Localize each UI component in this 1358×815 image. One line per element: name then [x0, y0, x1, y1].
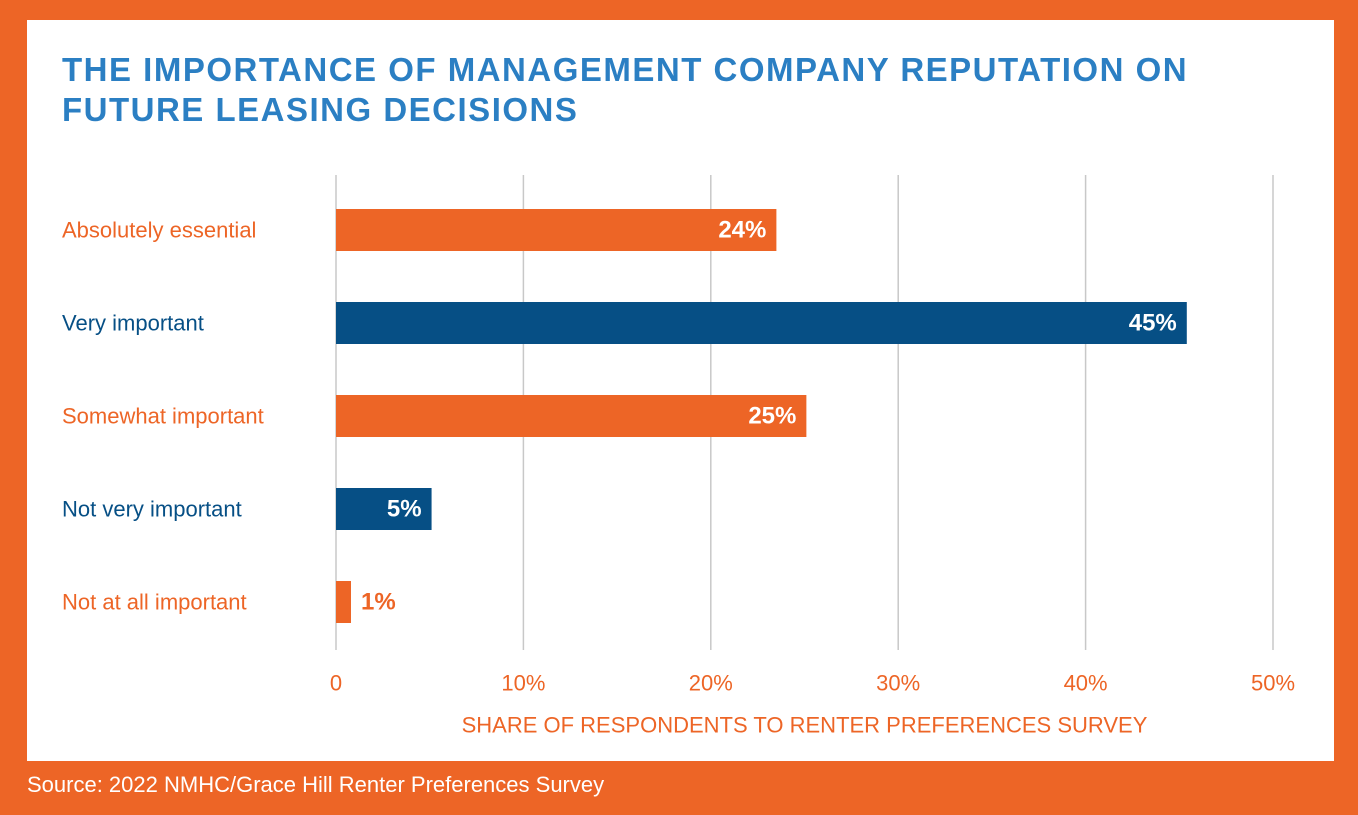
value-label: 45%: [1129, 310, 1177, 337]
x-axis-title: SHARE OF RESPONDENTS TO RENTER PREFERENC…: [462, 713, 1148, 738]
x-tick-label: 0: [330, 671, 342, 696]
x-tick-label: 40%: [1064, 671, 1108, 696]
bar-chart: Absolutely essential 24% Very important 45%…: [62, 175, 1295, 738]
category-label: Somewhat important: [62, 404, 264, 429]
category-label: Not very important: [62, 497, 242, 522]
bar: [336, 209, 777, 251]
bar: [336, 488, 432, 530]
value-label: 24%: [718, 217, 766, 244]
bar: [336, 395, 807, 437]
category-label: Absolutely essential: [62, 218, 256, 243]
bar: [336, 581, 351, 623]
x-tick-label: 50%: [1251, 671, 1295, 696]
chart-title: THE IMPORTANCE OF MANAGEMENT COMPANY REP…: [62, 51, 1189, 128]
x-tick-label: 30%: [876, 671, 920, 696]
value-label: 5%: [387, 496, 422, 523]
bar: [336, 302, 1187, 344]
value-label: 25%: [748, 403, 796, 430]
chart-card: THE IMPORTANCE OF MANAGEMENT COMPANY REP…: [27, 20, 1334, 761]
category-label: Not at all important: [62, 590, 247, 615]
value-label: 1%: [361, 589, 396, 616]
source-note: Source: 2022 NMHC/Grace Hill Renter Pref…: [27, 772, 605, 797]
x-tick-label: 10%: [501, 671, 545, 696]
category-label: Very important: [62, 311, 204, 336]
x-tick-label: 20%: [689, 671, 733, 696]
